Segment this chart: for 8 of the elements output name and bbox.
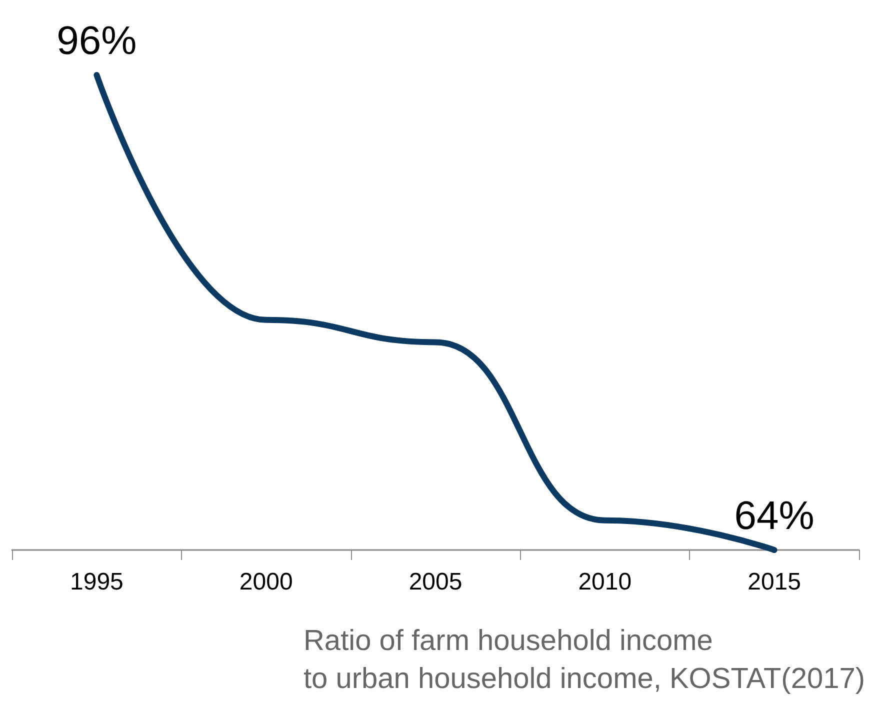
data-label: 64% [734,494,814,538]
text: Ratio of farm household income to urban household income, KOSTAT(2017) [303,625,866,695]
x-tick-label: 2005 [408,568,462,596]
x-tick-label: 1995 [70,568,124,596]
x-tick-label: 2015 [748,568,801,596]
data-label: 96% [56,19,137,63]
x-tick-label: 2000 [239,568,293,596]
x-tick-label: 2010 [578,568,632,596]
